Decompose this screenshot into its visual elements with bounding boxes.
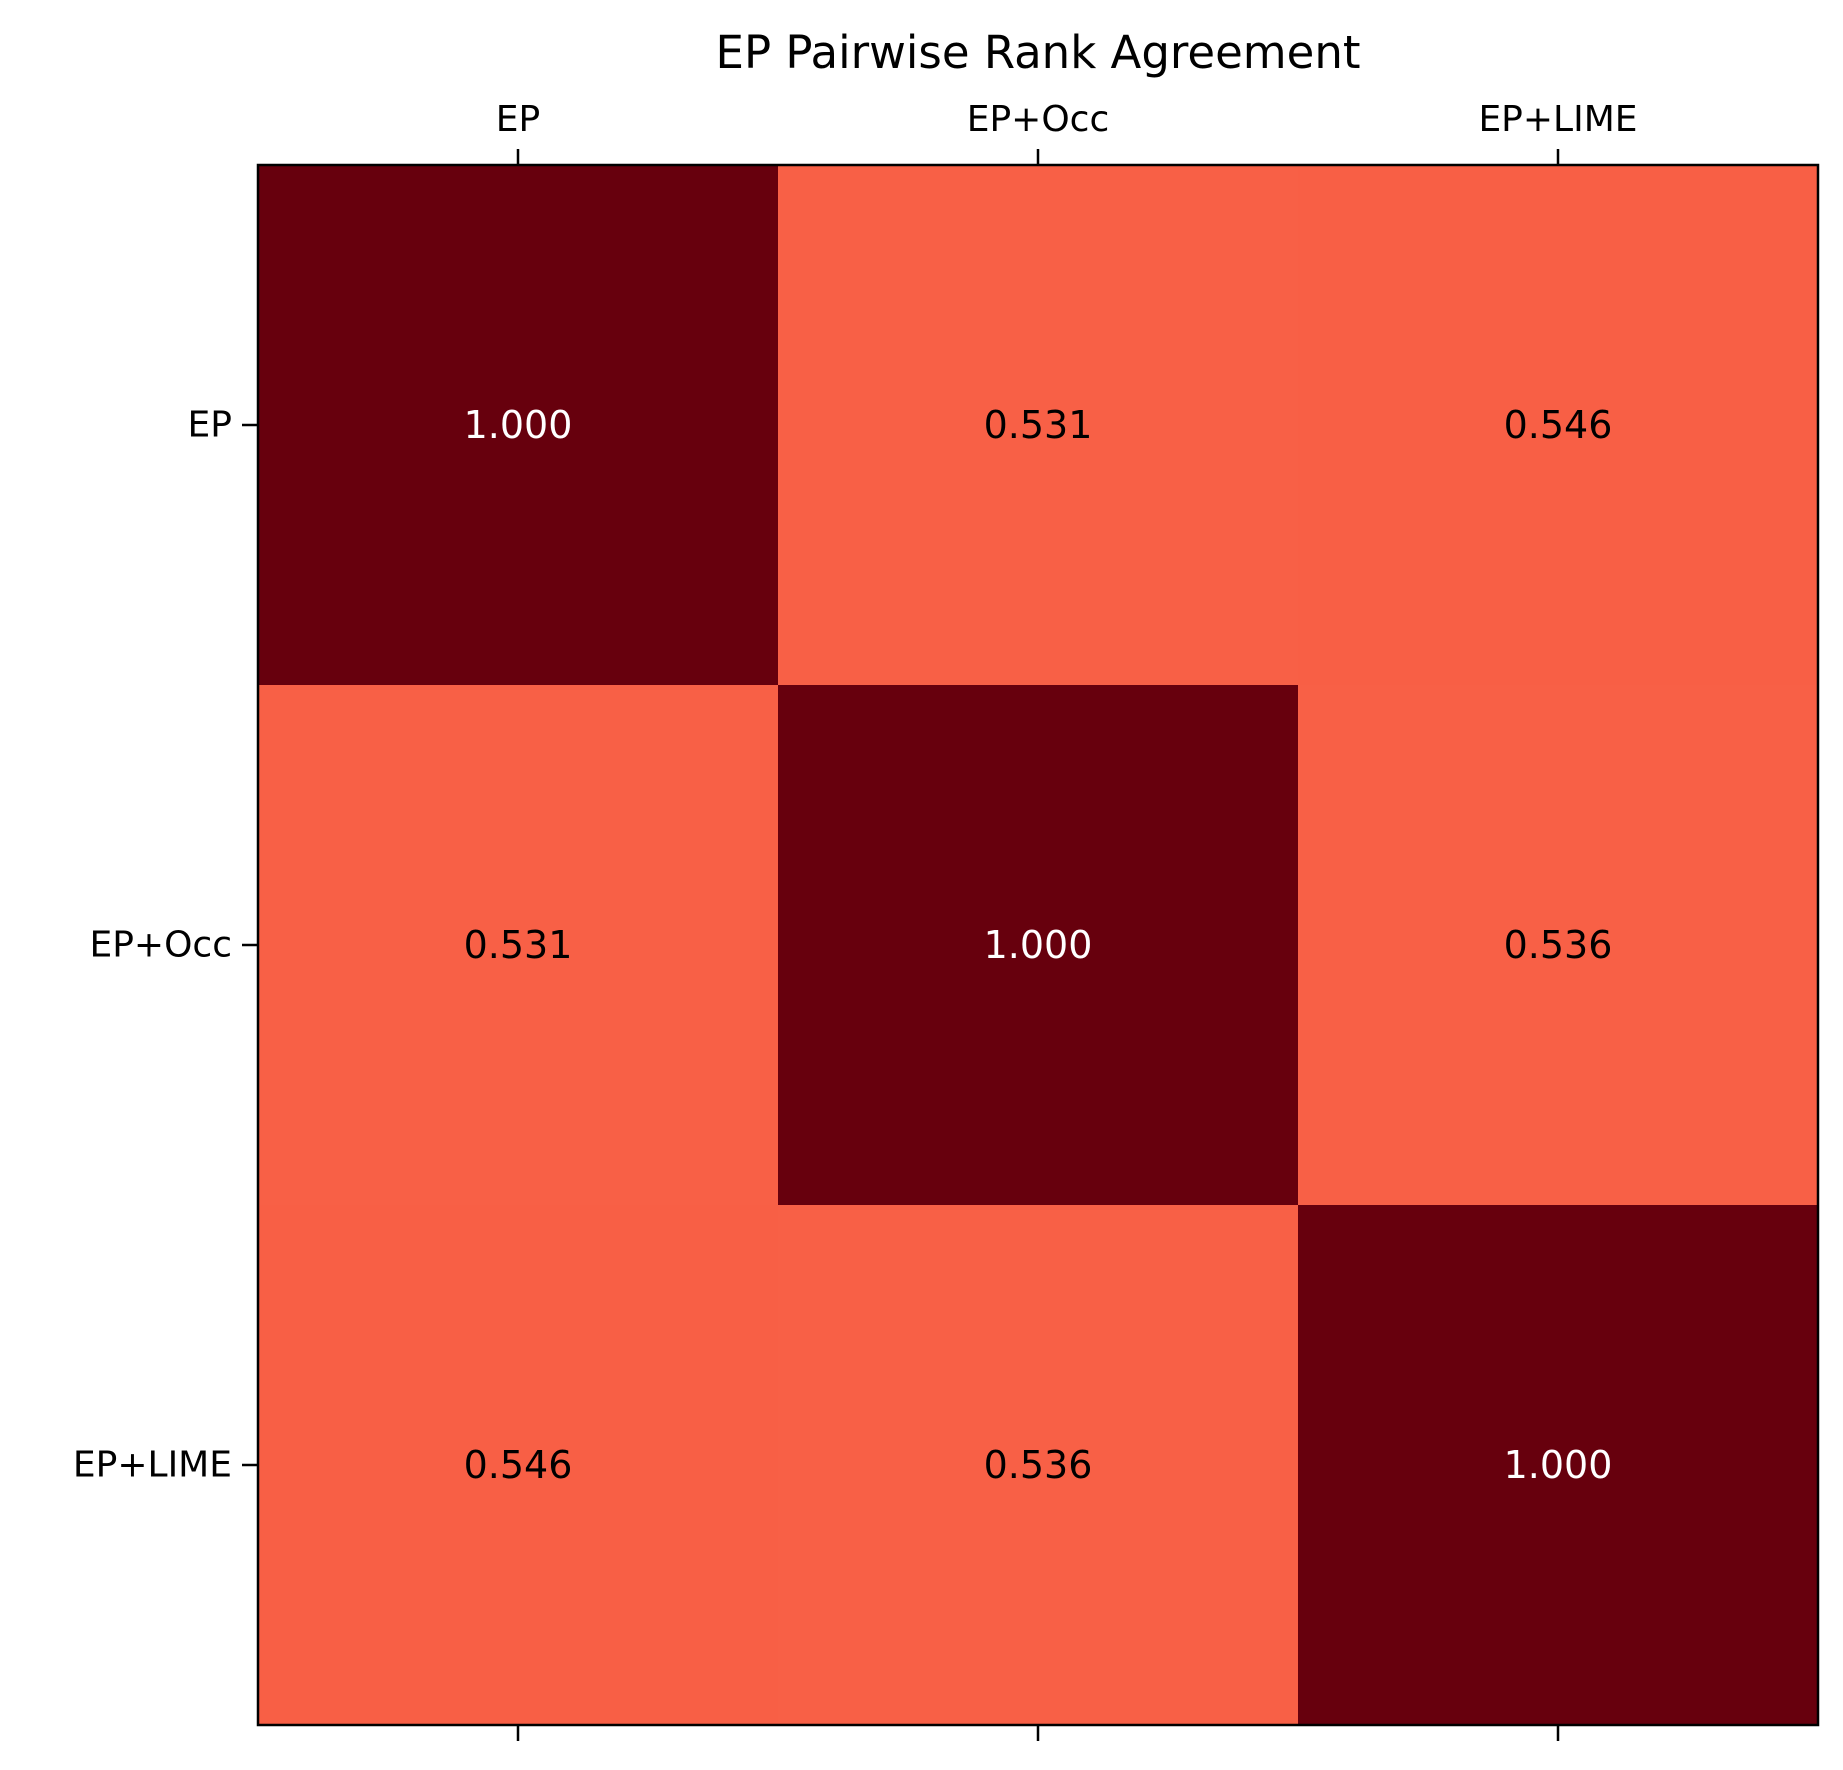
y-tick-label: EP+Occ (89, 925, 232, 966)
cells-layer (258, 165, 1819, 1726)
heatmap-cell (778, 1205, 1299, 1726)
heatmap-cell (778, 685, 1299, 1206)
heatmap-cell (258, 685, 779, 1206)
chart-title: EP Pairwise Rank Agreement (716, 26, 1361, 79)
cell-value-label: 1.000 (1504, 1443, 1613, 1487)
cell-value-label: 0.546 (1504, 403, 1613, 447)
cell-value-label: 0.531 (464, 923, 573, 967)
cell-value-label: 0.536 (984, 1443, 1093, 1487)
cell-value-label: 0.546 (464, 1443, 573, 1487)
y-tick-label: EP (188, 405, 232, 446)
cell-value-label: 0.536 (1504, 923, 1613, 967)
cell-value-label: 0.531 (984, 403, 1093, 447)
heatmap-cell (1298, 1205, 1819, 1726)
x-tick-label: EP+LIME (1478, 99, 1637, 140)
heatmap-cell (1298, 165, 1819, 686)
y-axis-ticks: EP EP+Occ EP+LIME (73, 405, 258, 1486)
heatmap-cell (1298, 685, 1819, 1206)
cell-value-label: 1.000 (464, 403, 573, 447)
heatmap-cell (258, 1205, 779, 1726)
x-axis-ticks: EP EP+Occ EP+LIME (496, 99, 1638, 1741)
heatmap-cell (778, 165, 1299, 686)
x-tick-label: EP+Occ (967, 99, 1110, 140)
x-tick-label: EP (496, 99, 540, 140)
cell-value-label: 1.000 (984, 923, 1093, 967)
y-tick-label: EP+LIME (73, 1445, 232, 1486)
cell-labels-layer: 1.000 0.531 0.546 0.531 1.000 0.536 0.546 0.536… (464, 403, 1613, 1487)
heatmap-cell (258, 165, 779, 686)
